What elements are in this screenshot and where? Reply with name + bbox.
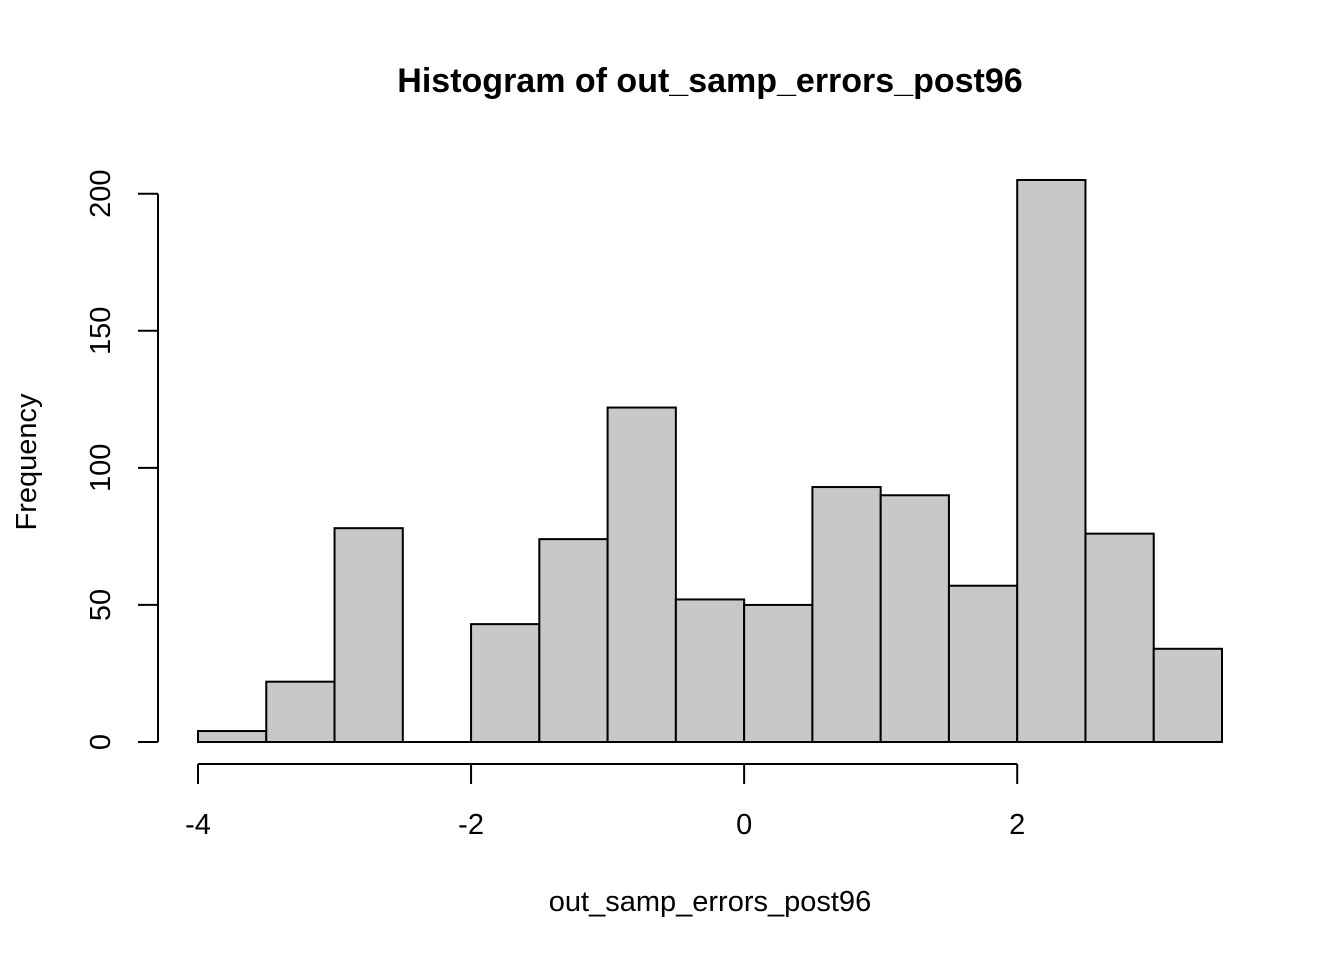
x-tick-label: -2 <box>458 809 484 841</box>
histogram-bar <box>1084 532 1155 744</box>
histogram-bar <box>674 598 746 743</box>
chart-title: Histogram of out_samp_errors_post96 <box>397 62 1022 100</box>
histogram-bar <box>333 527 404 743</box>
bars-group <box>197 179 1223 744</box>
histogram-bar <box>879 494 950 743</box>
y-tick-label: 200 <box>85 170 117 218</box>
histogram-bar <box>811 486 882 744</box>
y-axis-label: Frequency <box>11 393 43 531</box>
x-tick-label: 2 <box>1009 809 1025 841</box>
histogram-bar <box>947 584 1019 743</box>
y-tick-label: 50 <box>85 589 117 621</box>
histogram-bar <box>1152 647 1223 743</box>
x-axis-label: out_samp_errors_post96 <box>549 886 871 918</box>
y-tick-label: 100 <box>85 444 117 492</box>
x-tick-label: 0 <box>736 809 752 841</box>
histogram-bar <box>470 623 541 743</box>
histogram-bar <box>606 406 677 743</box>
histogram-bar <box>265 680 336 743</box>
histogram-bar <box>1016 179 1087 743</box>
y-tick-label: 0 <box>85 734 117 750</box>
y-axis: 0 50 100 150 200 <box>85 170 159 750</box>
histogram-bar <box>538 538 609 743</box>
histogram-bar <box>197 730 268 743</box>
x-axis: -4 -2 0 2 <box>185 763 1025 841</box>
x-tick-label: -4 <box>185 809 211 841</box>
histogram-bar <box>743 603 814 743</box>
y-tick-label: 150 <box>85 307 117 355</box>
